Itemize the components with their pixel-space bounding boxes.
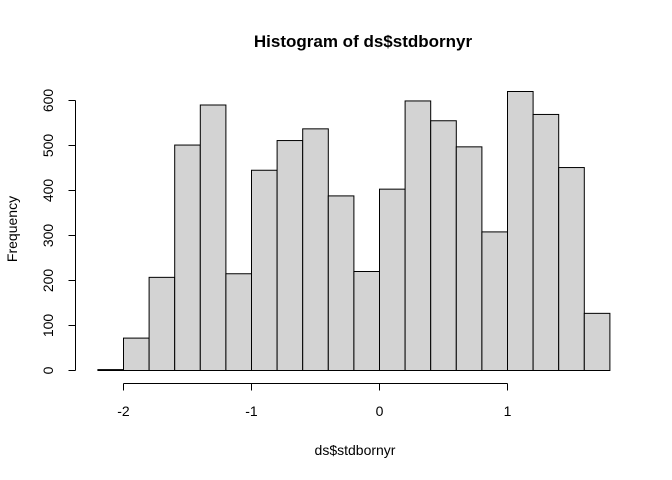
- histogram-bar: [225, 273, 252, 371]
- y-tick-label: 300: [40, 224, 56, 248]
- histogram-bar: [353, 271, 380, 371]
- histogram-bar: [174, 144, 201, 371]
- x-tick-label: -2: [117, 403, 130, 419]
- x-tick-label: -1: [245, 403, 258, 419]
- histogram-bar: [404, 100, 432, 371]
- y-tick-label: 0: [40, 366, 56, 374]
- histogram-bar: [148, 276, 176, 372]
- histogram-bar: [481, 231, 508, 371]
- chart-title: Histogram of ds$stdbornyr: [254, 32, 473, 51]
- y-tick-label: 200: [40, 269, 56, 293]
- histogram-bar: [97, 369, 125, 372]
- histogram-bar: [379, 188, 406, 371]
- y-tick-label: 100: [40, 314, 56, 338]
- y-tick-label: 600: [40, 89, 56, 113]
- histogram-bar: [430, 120, 457, 371]
- x-axis-label: ds$stdbornyr: [315, 442, 396, 458]
- histogram-bar: [583, 312, 611, 372]
- histogram-bar: [507, 91, 534, 371]
- histogram-bar: [199, 104, 227, 371]
- x-tick-label: 1: [504, 403, 512, 419]
- histogram-bar: [327, 195, 355, 371]
- x-axis: -2 -1 0 1: [117, 383, 512, 419]
- y-axis-label: Frequency: [4, 196, 20, 262]
- histogram-bar: [532, 113, 560, 371]
- histogram-bar: [251, 169, 278, 371]
- y-tick-label: 500: [40, 134, 56, 158]
- y-tick-label: 400: [40, 179, 56, 203]
- histogram-bar: [558, 167, 585, 371]
- histogram-bar: [123, 337, 150, 372]
- histogram-bar: [302, 128, 329, 371]
- histogram-bar: [276, 140, 304, 371]
- y-axis: 0 100 200 300 400 500 600: [40, 89, 76, 374]
- histogram-bar: [455, 146, 483, 371]
- bars-group: [97, 91, 611, 372]
- x-tick-label: 0: [376, 403, 384, 419]
